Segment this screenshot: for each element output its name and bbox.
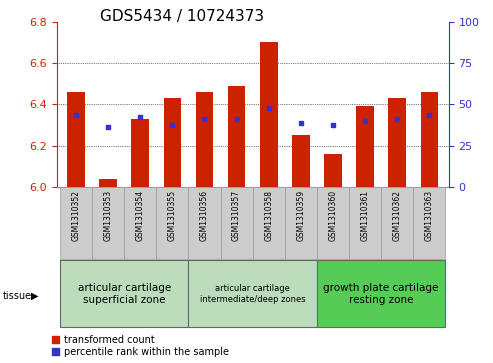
Bar bbox=[156, 187, 188, 259]
Text: tissue: tissue bbox=[2, 291, 32, 301]
Point bbox=[169, 122, 176, 128]
Bar bbox=[99, 179, 117, 187]
Legend: transformed count, percentile rank within the sample: transformed count, percentile rank withi… bbox=[52, 335, 229, 357]
Text: articular cartilage
superficial zone: articular cartilage superficial zone bbox=[77, 283, 171, 305]
Text: ▶: ▶ bbox=[31, 291, 38, 301]
Text: growth plate cartilage
resting zone: growth plate cartilage resting zone bbox=[323, 283, 439, 305]
Text: GSM1310357: GSM1310357 bbox=[232, 190, 241, 241]
Bar bbox=[292, 135, 310, 187]
Bar bbox=[228, 86, 246, 187]
Bar bbox=[132, 119, 149, 187]
Point bbox=[233, 116, 241, 122]
Bar bbox=[92, 187, 124, 259]
Text: GSM1310353: GSM1310353 bbox=[104, 190, 112, 241]
Bar bbox=[196, 92, 213, 187]
Bar bbox=[317, 260, 445, 327]
Bar bbox=[253, 187, 285, 259]
Point bbox=[393, 116, 401, 122]
Point bbox=[361, 118, 369, 124]
Bar bbox=[67, 92, 85, 187]
Text: GSM1310363: GSM1310363 bbox=[425, 190, 434, 241]
Bar bbox=[260, 42, 278, 187]
Bar bbox=[164, 98, 181, 187]
Text: GSM1310362: GSM1310362 bbox=[393, 190, 402, 241]
Text: GSM1310354: GSM1310354 bbox=[136, 190, 145, 241]
Point bbox=[72, 112, 80, 118]
Bar bbox=[60, 260, 188, 327]
Bar bbox=[317, 187, 349, 259]
Bar bbox=[421, 92, 438, 187]
Bar bbox=[381, 187, 413, 259]
Point bbox=[201, 116, 209, 122]
Bar bbox=[356, 106, 374, 187]
Bar bbox=[188, 187, 220, 259]
Text: GSM1310359: GSM1310359 bbox=[296, 190, 305, 241]
Bar bbox=[285, 187, 317, 259]
Text: GSM1310360: GSM1310360 bbox=[328, 190, 338, 241]
Bar bbox=[188, 260, 317, 327]
Bar bbox=[124, 187, 156, 259]
Text: GSM1310356: GSM1310356 bbox=[200, 190, 209, 241]
Point bbox=[329, 122, 337, 128]
Bar bbox=[324, 154, 342, 187]
Bar bbox=[413, 187, 445, 259]
Text: GSM1310352: GSM1310352 bbox=[71, 190, 80, 241]
Text: GSM1310355: GSM1310355 bbox=[168, 190, 177, 241]
Point bbox=[104, 124, 112, 130]
Bar bbox=[60, 187, 92, 259]
Text: GDS5434 / 10724373: GDS5434 / 10724373 bbox=[101, 9, 264, 24]
Text: GSM1310358: GSM1310358 bbox=[264, 190, 273, 241]
Point bbox=[297, 120, 305, 126]
Bar bbox=[220, 187, 253, 259]
Bar bbox=[349, 187, 381, 259]
Text: GSM1310361: GSM1310361 bbox=[360, 190, 370, 241]
Bar bbox=[388, 98, 406, 187]
Point bbox=[265, 106, 273, 111]
Text: articular cartilage
intermediate/deep zones: articular cartilage intermediate/deep zo… bbox=[200, 284, 306, 303]
Point bbox=[136, 114, 144, 120]
Point bbox=[425, 112, 433, 118]
